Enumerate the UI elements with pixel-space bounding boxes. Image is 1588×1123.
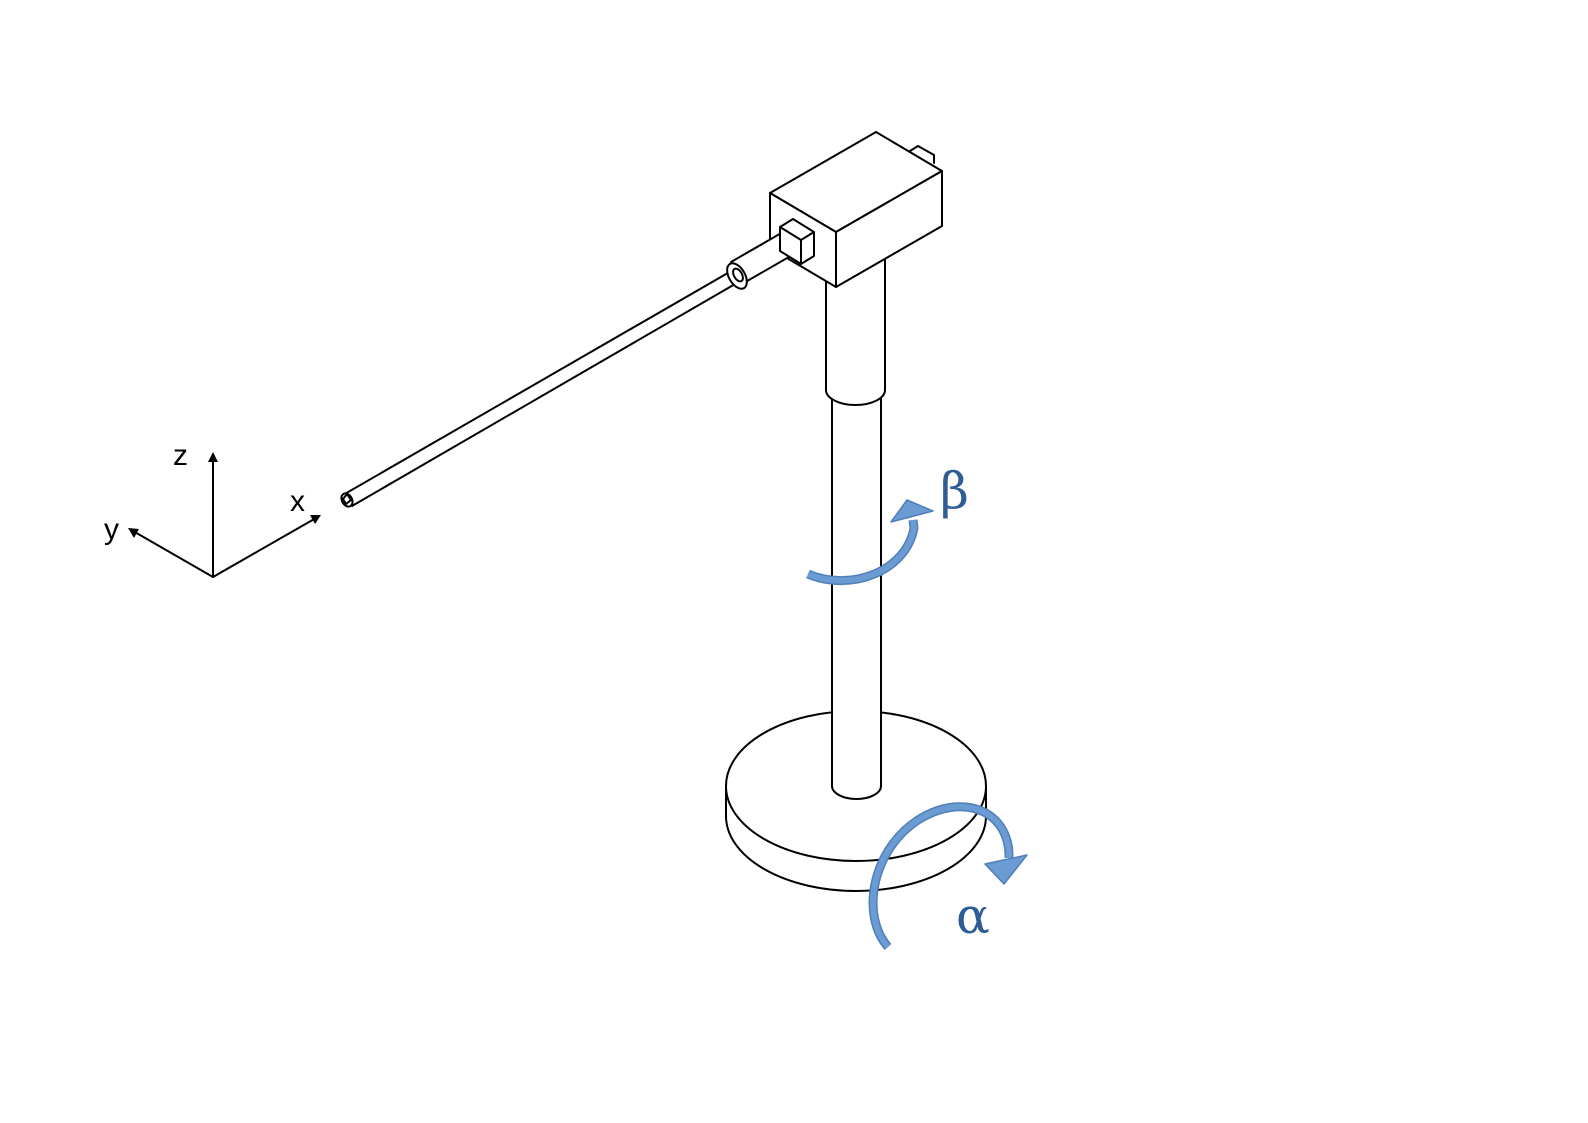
probe-hex-nut (779, 218, 815, 265)
coordinate-axes: z y x (104, 439, 321, 578)
alpha-arrowhead (984, 854, 1028, 885)
beta-rotation-arrow: β (806, 462, 969, 586)
beta-arrow-band (806, 519, 918, 584)
beta-label: β (940, 462, 969, 520)
lower-pole-body (831, 394, 882, 800)
probe-coupling-bore (732, 267, 744, 283)
probe-rod (342, 269, 743, 507)
lower-pole (831, 394, 882, 800)
y-axis-label: y (104, 513, 119, 546)
upper-sleeve-body (825, 257, 886, 406)
upper-sleeve (825, 257, 886, 406)
x-axis-label: x (290, 485, 305, 518)
alpha-rotation-arrow: α (868, 802, 1028, 950)
alpha-arrow-band (870, 803, 1013, 949)
beta-arrowhead (890, 499, 934, 523)
head-box-side-face (835, 170, 943, 288)
y-axis (132, 530, 214, 578)
alpha-label: α (956, 887, 990, 945)
x-axis (212, 517, 317, 578)
z-axis-arrowhead (208, 452, 218, 462)
head-box (769, 131, 943, 288)
probe-shaft (340, 218, 815, 508)
y-axis-arrowhead (128, 528, 139, 538)
z-axis-label: z (173, 439, 188, 472)
probe-tip-facet (342, 493, 352, 505)
x-axis-arrowhead (310, 515, 321, 524)
head-box-tab (909, 145, 935, 164)
